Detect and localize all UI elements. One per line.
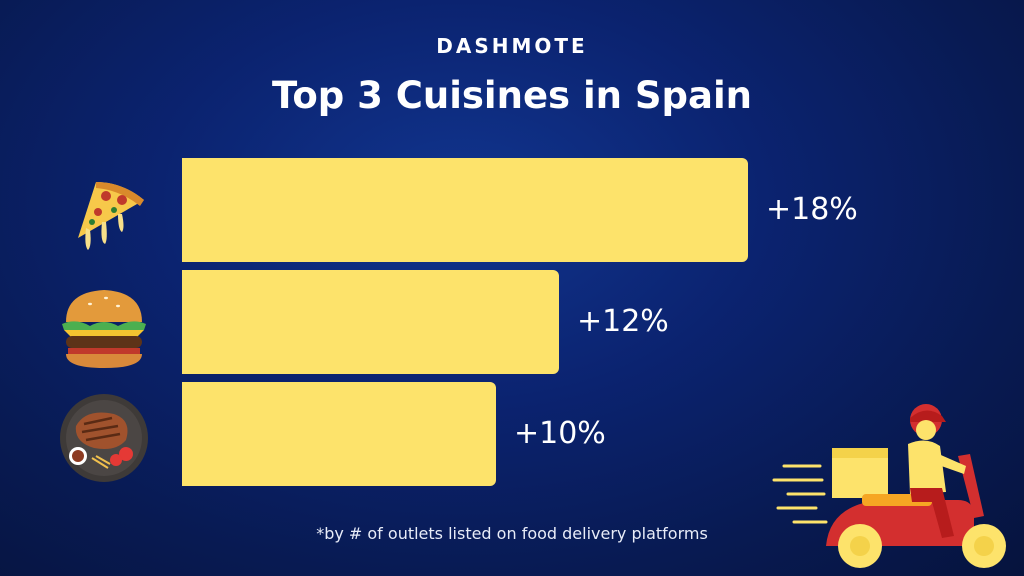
footnote: *by # of outlets listed on food delivery… (0, 524, 1024, 543)
pizza-icon (56, 166, 152, 262)
page-title: Top 3 Cuisines in Spain (0, 74, 1024, 117)
infographic-canvas: DASHMOTE Top 3 Cuisines in Spain (0, 0, 1024, 576)
bar-burger (182, 270, 559, 374)
brand-logo: DASHMOTE (0, 34, 1024, 58)
value-label-steak: +10% (514, 416, 606, 452)
delivery-scooter-icon (770, 396, 1020, 572)
steak-icon (56, 390, 152, 486)
bar-steak (182, 382, 496, 486)
speed-lines (774, 466, 826, 522)
value-label-burger: +12% (577, 304, 669, 340)
bar-pizza (182, 158, 748, 262)
value-label-pizza: +18% (766, 192, 858, 228)
burger-icon (56, 278, 152, 374)
